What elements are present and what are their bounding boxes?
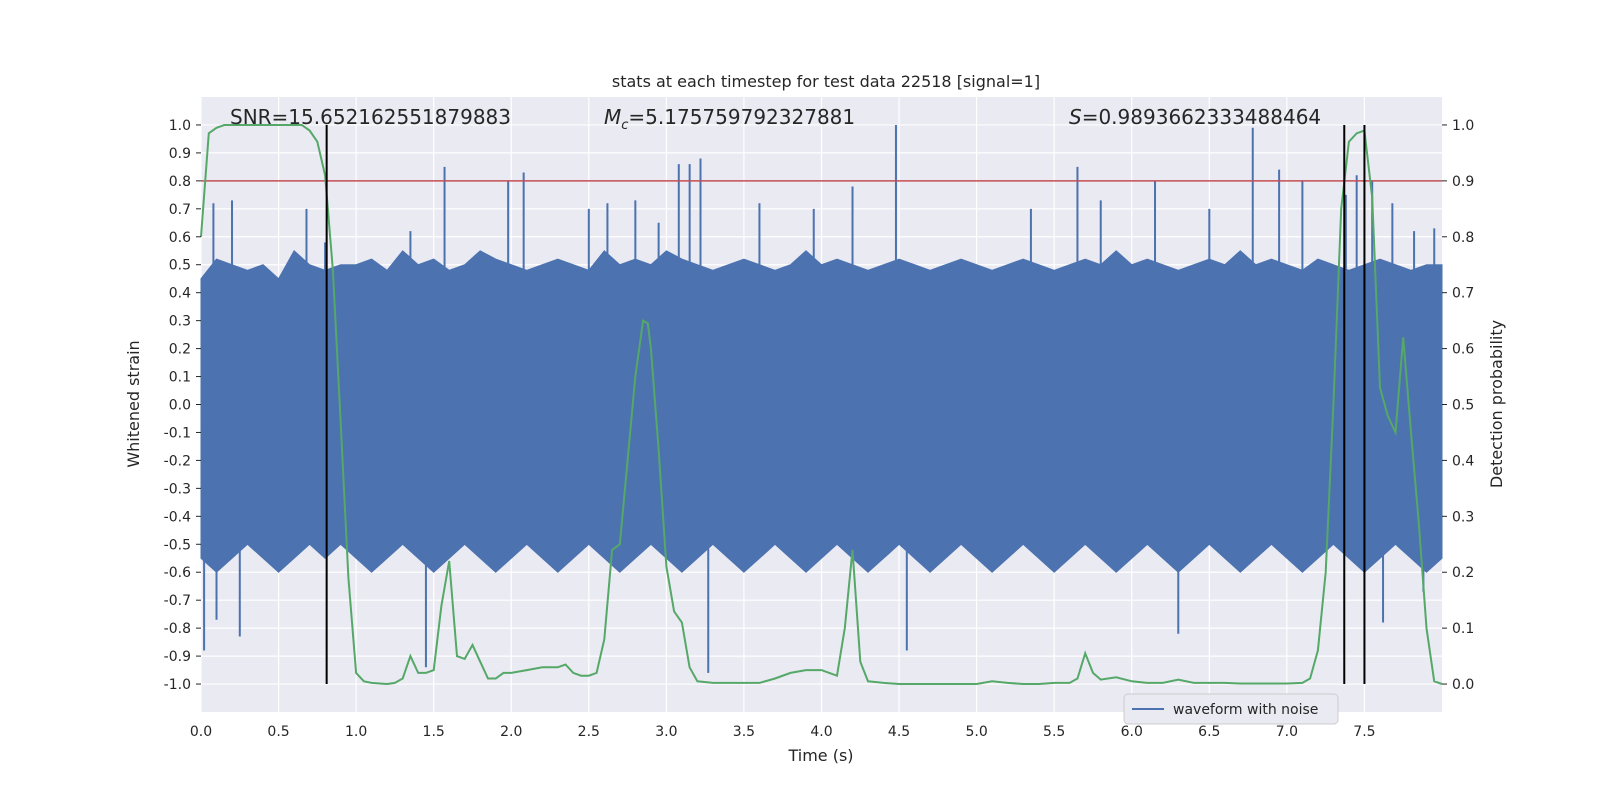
- marker-lines: [325, 124, 1366, 685]
- legend-label: waveform with noise: [1173, 702, 1318, 718]
- y-left-tick-label: 0.8: [169, 174, 191, 190]
- chirp-mass-subscript: c: [621, 118, 628, 133]
- x-tick-label: 0.0: [190, 724, 212, 740]
- y-left-tick-label: 0.9: [169, 146, 191, 162]
- chirp-mass-symbol: M: [604, 105, 621, 129]
- x-tick-label: 7.0: [1276, 724, 1298, 740]
- y-right-tick-label: 0.4: [1452, 453, 1474, 469]
- y-left-tick-label: -0.8: [164, 621, 191, 637]
- y-left-tick-label: 0.7: [169, 202, 191, 218]
- x-tick-label: 4.0: [810, 724, 832, 740]
- probability-line: [200, 124, 1443, 686]
- legend: waveform with noise: [1123, 693, 1339, 725]
- y-left-tick-label: -0.4: [164, 509, 191, 525]
- x-axis-label: Time (s): [787, 746, 853, 765]
- x-tick-label: 4.5: [888, 724, 910, 740]
- x-tick-label: 3.0: [655, 724, 677, 740]
- x-tick-label: 1.0: [345, 724, 367, 740]
- y-right-tick-label: 0.9: [1452, 174, 1474, 190]
- y-left-tick-label: 0.5: [169, 258, 191, 274]
- y-left-tick-label: 0.0: [169, 398, 191, 414]
- y-left-tick-label: 0.3: [169, 314, 191, 330]
- y-right-tick-label: 0.5: [1452, 398, 1474, 414]
- y-left-tick-label: 0.1: [169, 370, 191, 386]
- y-right-tick-label: 1.0: [1452, 118, 1474, 134]
- score-value: =0.9893662333488464: [1082, 105, 1321, 129]
- x-tick-label: 5.5: [1043, 724, 1065, 740]
- x-tick-label: 2.5: [578, 724, 600, 740]
- y-left-tick-label: -0.9: [164, 649, 191, 665]
- x-tick-label: 6.0: [1121, 724, 1143, 740]
- chirp-mass-annotation: Mc=5.175759792327881: [604, 105, 855, 133]
- waveform-band: [200, 250, 1443, 573]
- y-left-tick-label: -1.0: [164, 677, 191, 693]
- y-right-tick-label: 0.6: [1452, 342, 1474, 358]
- axis-ticks: 0.0 0.5 1.0 1.5 2.0 2.5 3.0 3.5 4.0 4.5 5.0 5.5 6.0 6…: [164, 118, 1475, 740]
- x-tick-label: 5.0: [965, 724, 987, 740]
- y-right-tick-label: 0.1: [1452, 621, 1474, 637]
- y-left-tick-label: 0.6: [169, 230, 191, 246]
- y-right-tick-label: 0.0: [1452, 677, 1474, 693]
- score-annotation: S=0.9893662333488464: [1069, 105, 1321, 129]
- probability-series: [200, 124, 1443, 686]
- snr-annotation: SNR=15.652162551879883: [230, 105, 511, 129]
- x-tick-label: 3.5: [733, 724, 755, 740]
- y-left-tick-label: -0.7: [164, 593, 191, 609]
- y-axis-right-label: Detection probability: [1487, 320, 1506, 488]
- chirp-mass-value: =5.175759792327881: [628, 105, 855, 129]
- y-axis-left-label: Whitened strain: [124, 340, 143, 467]
- chart-title: stats at each timestep for test data 225…: [612, 72, 1040, 91]
- y-left-tick-label: -0.3: [164, 481, 191, 497]
- x-tick-label: 7.5: [1353, 724, 1375, 740]
- x-tick-label: 6.5: [1198, 724, 1220, 740]
- legend-box: [1123, 693, 1339, 725]
- y-right-tick-label: 0.3: [1452, 509, 1474, 525]
- y-left-tick-label: -0.1: [164, 425, 191, 441]
- x-tick-label: 1.5: [423, 724, 445, 740]
- y-left-tick-label: -0.5: [164, 537, 191, 553]
- y-left-tick-label: 1.0: [169, 118, 191, 134]
- y-left-tick-label: 0.4: [169, 286, 191, 302]
- y-left-tick-label: 0.2: [169, 342, 191, 358]
- x-tick-label: 0.5: [267, 724, 289, 740]
- waveform-series: [200, 124, 1443, 673]
- x-tick-label: 2.0: [500, 724, 522, 740]
- y-right-tick-label: 0.7: [1452, 286, 1474, 302]
- y-left-tick-label: -0.2: [164, 453, 191, 469]
- y-right-tick-label: 0.8: [1452, 230, 1474, 246]
- y-left-tick-label: -0.6: [164, 565, 191, 581]
- score-symbol: S: [1069, 105, 1082, 129]
- y-right-tick-label: 0.2: [1452, 565, 1474, 581]
